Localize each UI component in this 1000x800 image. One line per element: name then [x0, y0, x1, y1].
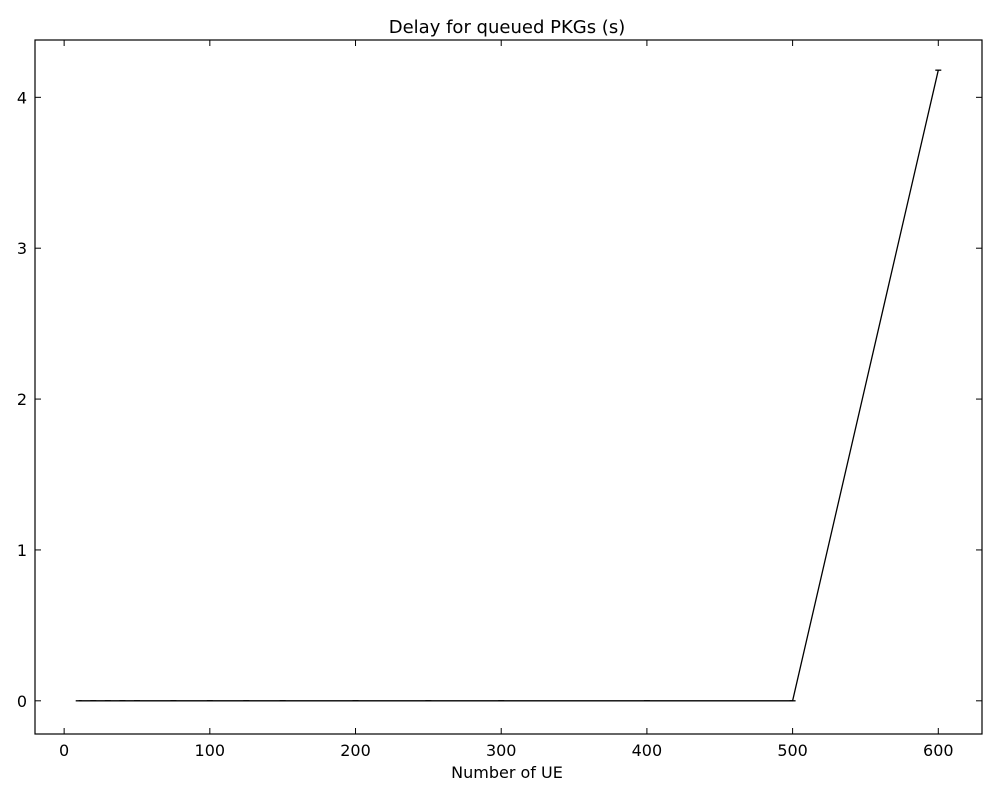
series-line: [78, 70, 939, 702]
tick-labels: 0 100 200 300 400 500 600 0 1 2 3 4: [17, 88, 954, 760]
y-tick-label: 3: [17, 239, 27, 258]
chart-title: Delay for queued PKGs (s): [389, 17, 625, 38]
y-tick-label: 2: [17, 390, 27, 409]
y-tick-label: 0: [17, 692, 27, 711]
x-axis-label: Number of UE: [451, 763, 563, 782]
x-tick-label: 200: [340, 741, 371, 760]
plot-area: [34, 39, 983, 735]
x-tick-label: 400: [632, 741, 663, 760]
y-tick-label: 4: [17, 88, 27, 107]
x-tick-label: 0: [59, 741, 69, 760]
x-tick-label: 600: [923, 741, 954, 760]
x-tick-label: 300: [486, 741, 517, 760]
x-tick-label: 100: [195, 741, 226, 760]
plot-frame: [34, 39, 983, 735]
y-tick-label: 1: [17, 541, 27, 560]
axis-ticks: [35, 40, 982, 734]
x-tick-label: 500: [777, 741, 808, 760]
